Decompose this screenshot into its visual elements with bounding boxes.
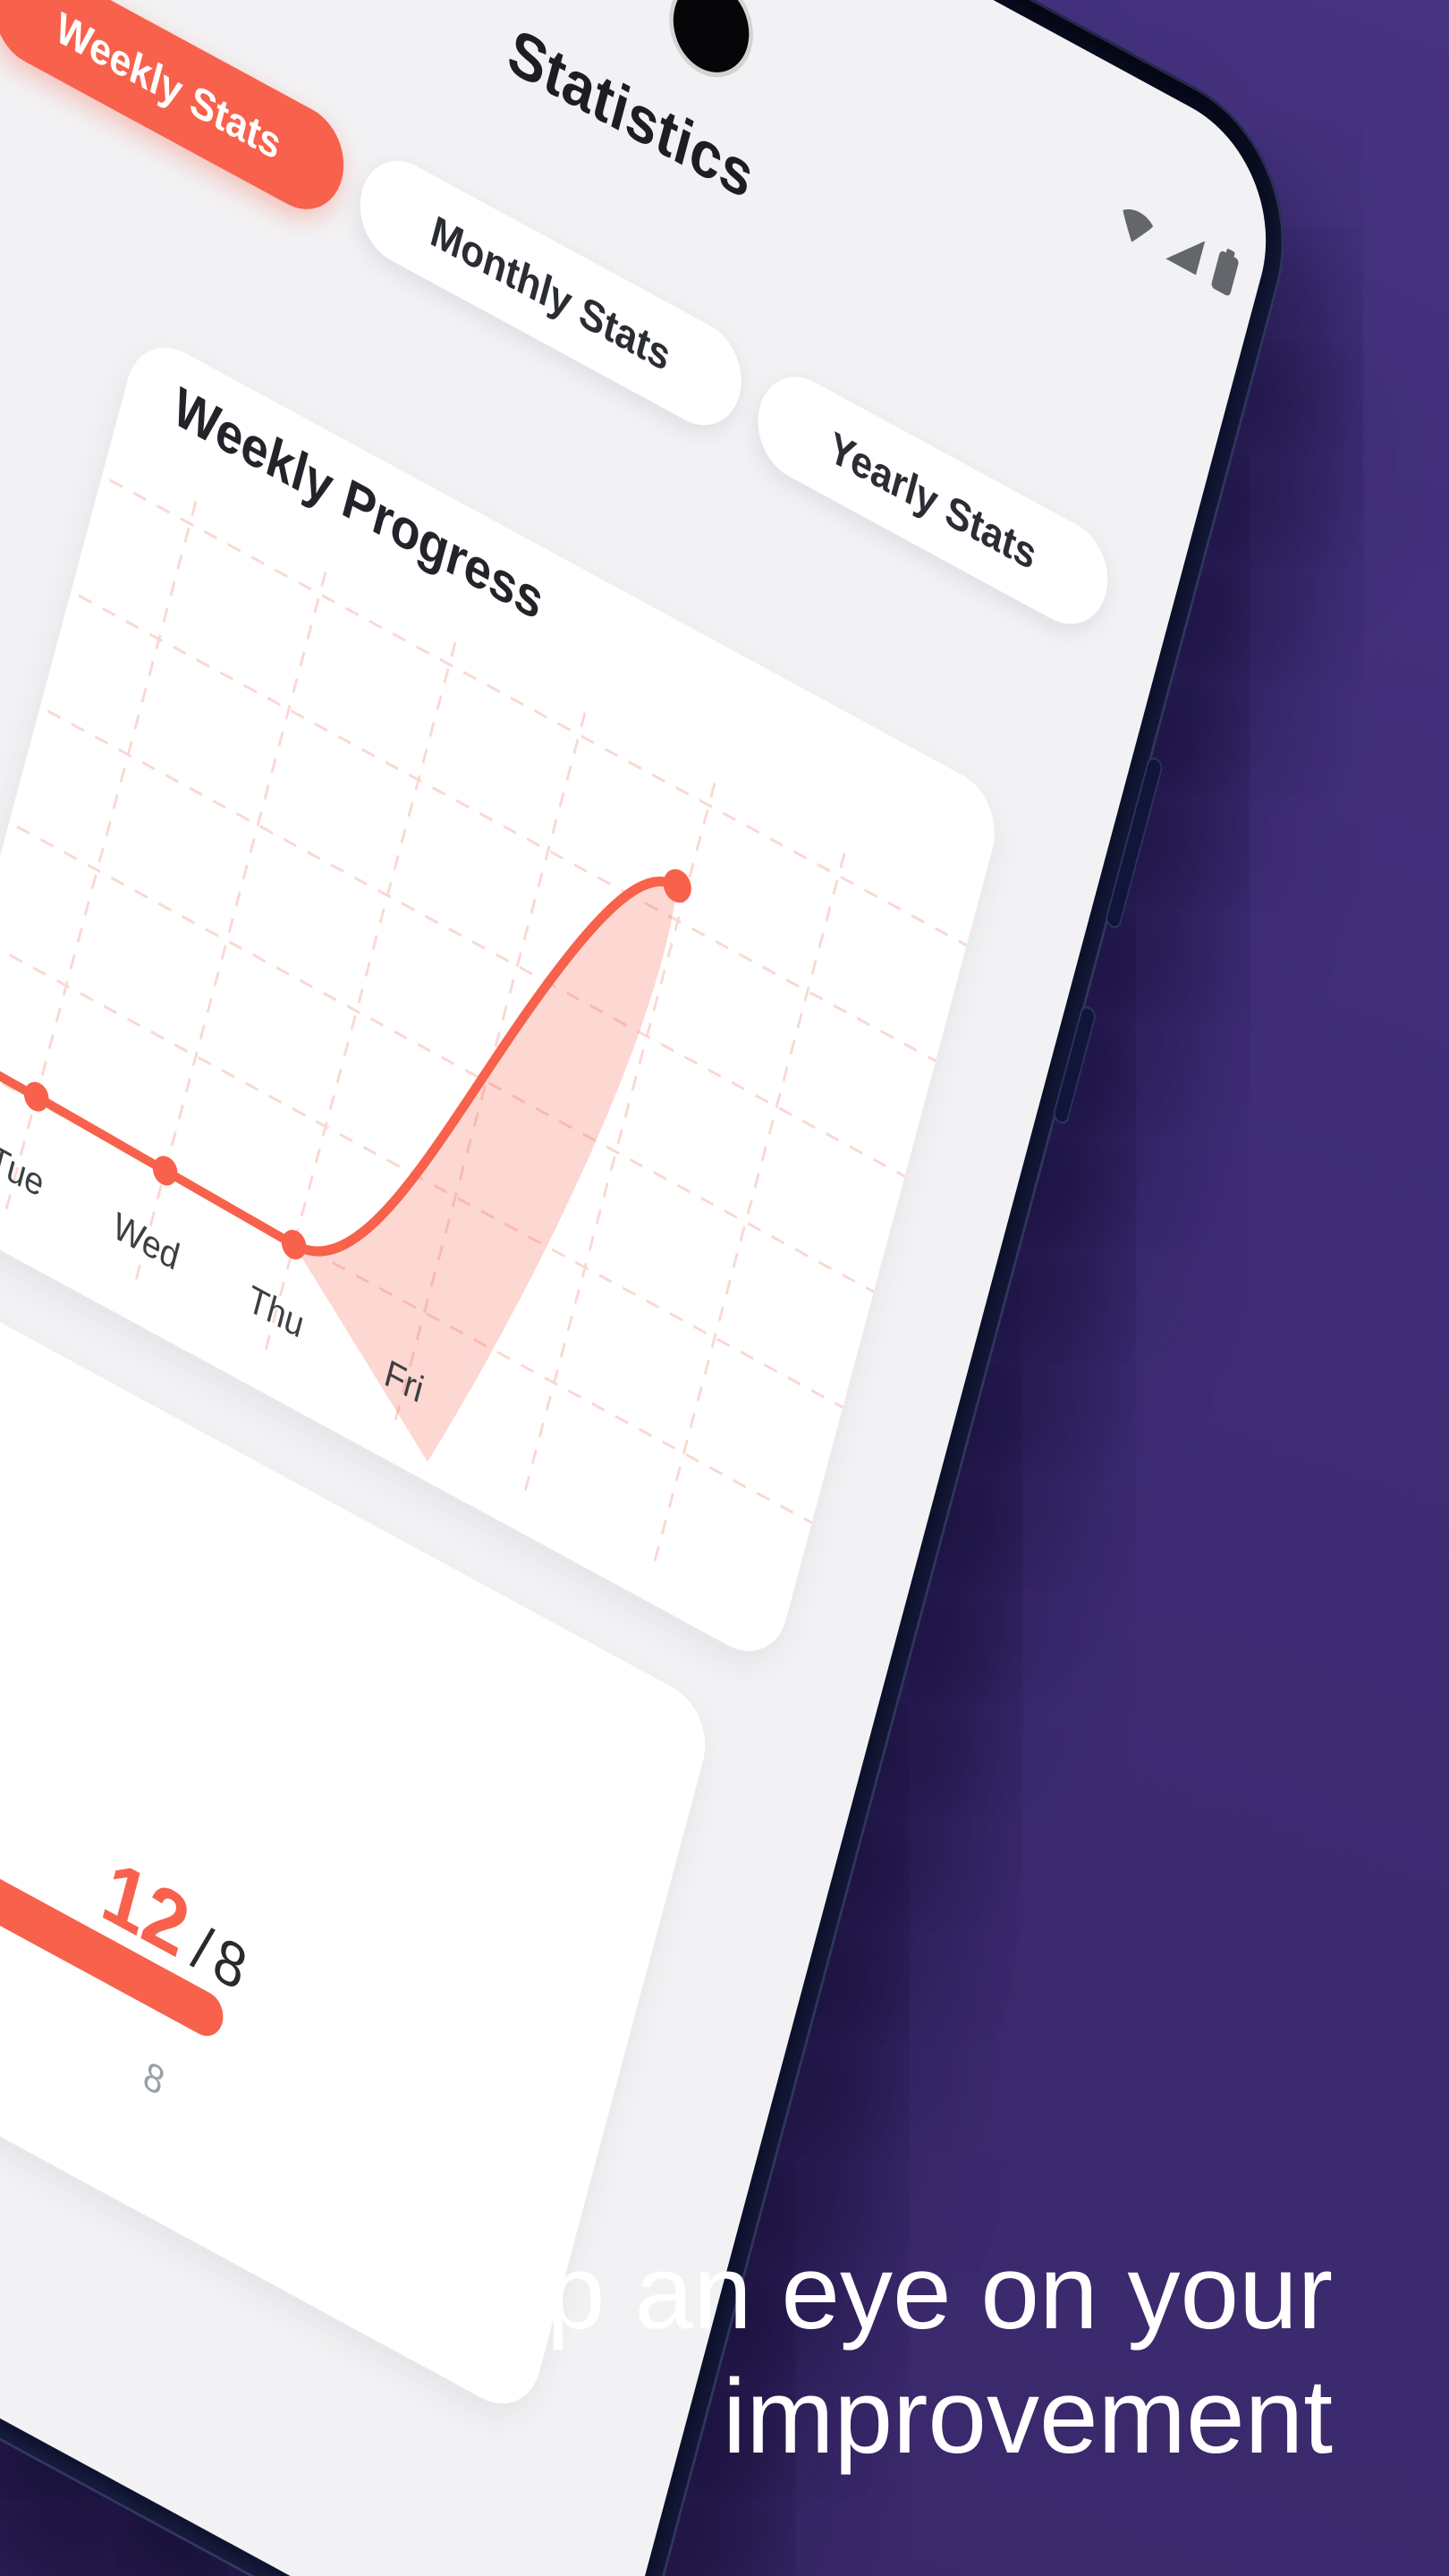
goal-sub-label: 8 (139, 2052, 169, 2105)
cellular-signal-icon (1165, 241, 1206, 275)
tab-yearly-stats[interactable]: Yearly Stats (747, 359, 1119, 642)
data-point-wed (152, 1156, 178, 1186)
data-point-fri-peak (663, 869, 691, 903)
phone-screen: Statistics Weekly Stats Monthly Stats Ye… (0, 0, 1292, 2576)
chart-data-points (23, 869, 691, 1260)
tagline-line-2: improvement (722, 2358, 1333, 2477)
camera-punch-hole-icon (664, 0, 758, 88)
data-point-tue (23, 1081, 49, 1112)
tab-weekly-stats[interactable]: Weekly Stats (0, 0, 355, 227)
data-point-thu (281, 1230, 307, 1260)
wifi-icon (1123, 209, 1154, 242)
phone-mockup: Statistics Weekly Stats Monthly Stats Ye… (0, 0, 1315, 2576)
battery-icon (1211, 249, 1239, 296)
chart-line (0, 876, 682, 1257)
tab-monthly-stats[interactable]: Monthly Stats (349, 143, 752, 443)
status-bar (1110, 191, 1243, 301)
chart-area-fill (293, 881, 678, 1462)
tagline: Keep an eye on your improvement (359, 2231, 1333, 2479)
tagline-line-1: Keep an eye on your (358, 2233, 1333, 2351)
